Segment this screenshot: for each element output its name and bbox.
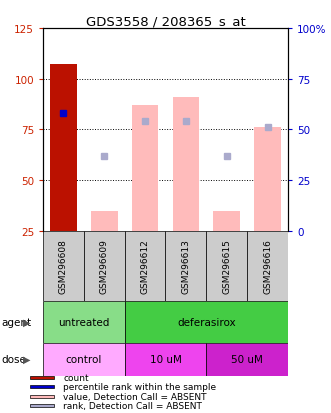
Text: ▶: ▶ [23, 317, 31, 327]
Text: GSM296616: GSM296616 [263, 239, 272, 294]
Bar [29, 404, 54, 407]
Text: rank, Detection Call = ABSENT: rank, Detection Call = ABSENT [63, 401, 202, 410]
Text: GSM296613: GSM296613 [181, 239, 190, 294]
Text: control: control [66, 354, 102, 364]
Text: GSM296615: GSM296615 [222, 239, 231, 294]
Text: GSM296609: GSM296609 [100, 239, 109, 294]
Bar [84, 231, 125, 301]
Text: 50 uM: 50 uM [231, 354, 263, 364]
Text: 10 uM: 10 uM [150, 354, 181, 364]
Bar [50, 65, 77, 231]
Title: GDS3558 / 208365_s_at: GDS3558 / 208365_s_at [86, 15, 245, 28]
Bar [43, 343, 125, 376]
Bar [166, 231, 206, 301]
Bar [254, 128, 281, 231]
Bar [206, 231, 247, 301]
Text: count: count [63, 373, 89, 382]
Bar [213, 211, 240, 231]
Bar [125, 343, 206, 376]
Text: percentile rank within the sample: percentile rank within the sample [63, 382, 216, 392]
Bar [43, 301, 125, 343]
Text: value, Detection Call = ABSENT: value, Detection Call = ABSENT [63, 392, 207, 401]
Bar [247, 231, 288, 301]
Text: GSM296608: GSM296608 [59, 239, 68, 294]
Text: ▶: ▶ [23, 354, 31, 364]
Text: deferasirox: deferasirox [177, 317, 236, 327]
Bar [43, 231, 84, 301]
Text: dose: dose [2, 354, 26, 364]
Bar [29, 395, 54, 398]
Text: untreated: untreated [58, 317, 110, 327]
Bar [125, 301, 288, 343]
Bar [91, 211, 118, 231]
Bar [132, 106, 158, 231]
Text: GSM296612: GSM296612 [141, 239, 150, 294]
Bar [206, 343, 288, 376]
Bar [29, 385, 54, 389]
Bar [125, 231, 166, 301]
Bar [173, 98, 199, 231]
Bar [29, 376, 54, 379]
Text: agent: agent [2, 317, 32, 327]
